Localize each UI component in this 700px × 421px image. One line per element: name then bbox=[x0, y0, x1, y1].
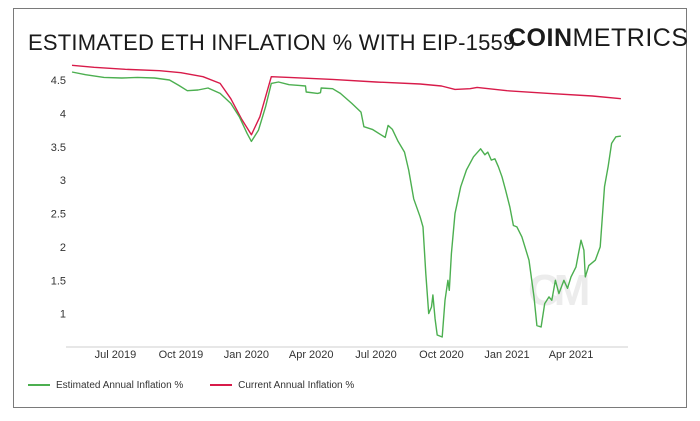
x-tick-label: Apr 2020 bbox=[289, 349, 334, 361]
y-tick-label: 2 bbox=[60, 242, 66, 254]
x-tick-label: Jan 2020 bbox=[224, 349, 269, 361]
brand-logo: COINMETRICS bbox=[508, 24, 689, 53]
y-tick-label: 3.5 bbox=[51, 142, 66, 154]
brand-logo-bold: COIN bbox=[508, 24, 573, 52]
legend-swatch-current bbox=[210, 384, 233, 387]
y-tick-label: 1.5 bbox=[51, 275, 66, 287]
x-axis: Jul 2019 Oct 2019 Jan 2020 Apr 2020 Jul 2020… bbox=[95, 349, 594, 361]
series-lines bbox=[71, 64, 621, 338]
watermark-logo: CM bbox=[528, 266, 590, 315]
legend-swatch-estimated bbox=[28, 384, 50, 387]
x-tick-label: Jan 2021 bbox=[484, 349, 529, 361]
legend-item-estimated: Estimated Annual Inflation % bbox=[28, 380, 183, 391]
chart-frame bbox=[13, 8, 687, 408]
legend: Estimated Annual Inflation % Current Ann… bbox=[28, 380, 378, 391]
y-axis: 1 1.5 2 2.5 3 3.5 4 4.5 bbox=[51, 75, 66, 321]
x-tick-label: Jul 2019 bbox=[95, 349, 137, 361]
x-tick-label: Oct 2020 bbox=[419, 349, 464, 361]
chart-title: ESTIMATED ETH INFLATION % WITH EIP-1559 bbox=[28, 30, 516, 55]
y-tick-label: 3 bbox=[60, 175, 66, 187]
y-tick-label: 4.5 bbox=[51, 75, 66, 87]
legend-label-estimated: Estimated Annual Inflation % bbox=[56, 380, 184, 391]
y-tick-label: 1 bbox=[60, 309, 66, 321]
brand-logo-regular: METRICS bbox=[572, 24, 689, 52]
x-tick-label: Jul 2020 bbox=[355, 349, 397, 361]
y-tick-label: 4 bbox=[60, 108, 66, 120]
y-tick-label: 2.5 bbox=[51, 209, 66, 221]
legend-label-current: Current Annual Inflation % bbox=[238, 380, 355, 391]
series-line-estimated bbox=[71, 71, 621, 338]
x-tick-label: Oct 2019 bbox=[159, 349, 204, 361]
series-line-current bbox=[71, 64, 621, 136]
legend-item-current: Current Annual Inflation % bbox=[210, 380, 354, 391]
x-tick-label: Apr 2021 bbox=[549, 349, 594, 361]
